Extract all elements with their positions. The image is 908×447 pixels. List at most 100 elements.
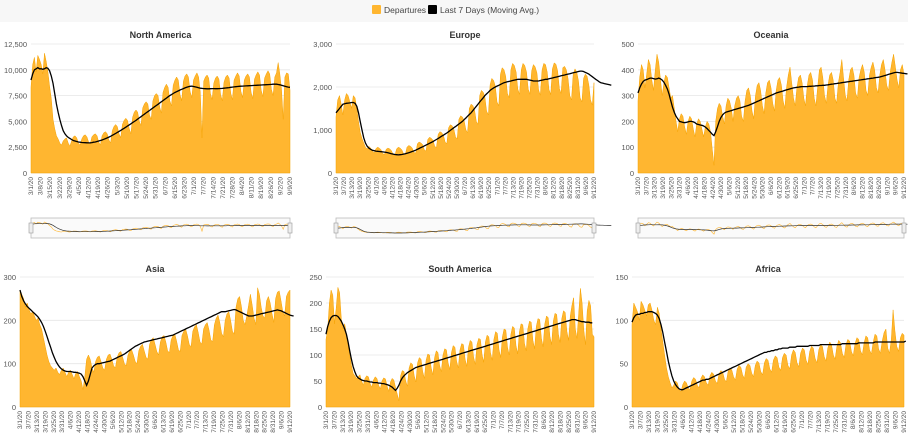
x-tick-label: 9/9/20 (287, 177, 294, 195)
x-tick-label: 4/30/20 (718, 177, 725, 199)
x-tick-label: 7/25/20 (220, 411, 227, 433)
y-tick-label: 0 (318, 403, 322, 412)
x-tick-label: 4/18/20 (702, 177, 709, 199)
x-tick-label: 3/13/20 (349, 177, 356, 199)
y-tick-label: 400 (621, 66, 634, 75)
x-tick-label: 3/31/20 (677, 177, 684, 199)
x-tick-label: 5/24/20 (440, 411, 447, 433)
x-tick-label: 5/30/20 (144, 411, 151, 433)
x-tick-label: 6/19/20 (785, 177, 792, 199)
x-tick-label: 6/15/20 (172, 177, 179, 199)
x-tick-label: 7/25/20 (835, 177, 842, 199)
x-tick-label: 3/19/20 (357, 177, 364, 199)
y-tick-label: 50 (314, 377, 322, 386)
x-tick-label: 7/1/20 (799, 411, 806, 429)
x-tick-label: 4/5/20 (76, 177, 83, 195)
x-tick-label: 6/7/20 (457, 411, 464, 429)
navigator-handle-left[interactable] (28, 222, 34, 234)
x-tick-label: 3/7/20 (331, 411, 338, 429)
x-tick-label: 5/18/20 (127, 411, 134, 433)
navigator-handle-right[interactable] (287, 222, 293, 234)
x-tick-label: 4/24/20 (706, 411, 713, 433)
x-tick-label: 5/6/20 (726, 177, 733, 195)
x-tick-label: 3/25/20 (357, 411, 364, 433)
x-tick-label: 4/12/20 (86, 177, 93, 199)
x-tick-label: 7/19/20 (518, 177, 525, 199)
navigator-frame (335, 217, 595, 239)
navigator-average-line (30, 223, 290, 233)
x-tick-label: 4/30/20 (714, 411, 721, 433)
x-tick-label: 4/12/20 (693, 177, 700, 199)
x-tick-label: 5/12/20 (118, 411, 125, 433)
navigator-handle-right[interactable] (591, 222, 597, 234)
x-tick-label: 7/19/20 (826, 177, 833, 199)
y-tick-label: 300 (3, 273, 16, 282)
y-tick-label: 200 (3, 316, 16, 325)
x-tick-label: 7/7/20 (810, 177, 817, 195)
x-tick-label: 9/2/20 (277, 177, 284, 195)
x-tick-label: 9/6/20 (583, 411, 590, 429)
chart-panel-north-america: North America 0 2,500 5,000 7,500 10,000 12,50… (4, 30, 294, 239)
chart-legend: Departures Last 7 Days (Moving Avg.) (0, 0, 908, 22)
x-tick-label: 8/6/20 (851, 177, 858, 195)
departures-area (631, 300, 905, 408)
x-tick-label: 5/12/20 (731, 411, 738, 433)
x-tick-label: 7/7/20 (808, 411, 815, 429)
x-tick-label: 4/12/20 (389, 177, 396, 199)
x-tick-label: 4/18/20 (85, 411, 92, 433)
y-tick-label: 100 (621, 143, 634, 152)
x-tick-label: 8/18/20 (558, 411, 565, 433)
x-tick-label: 6/25/20 (486, 177, 493, 199)
x-tick-label: 4/18/20 (697, 411, 704, 433)
x-tick-label: 8/12/20 (859, 177, 866, 199)
x-tick-label: 7/28/20 (229, 177, 236, 199)
x-tick-label: 5/24/20 (143, 177, 150, 199)
x-tick-label: 5/12/20 (735, 177, 742, 199)
x-tick-label: 3/1/20 (635, 177, 642, 195)
x-tick-label: 3/25/20 (668, 177, 675, 199)
range-navigator-north-america (28, 217, 293, 239)
x-tick-label: 3/7/20 (643, 177, 650, 195)
x-tick-label: 4/24/20 (93, 411, 100, 433)
x-tick-label: 8/12/20 (551, 177, 558, 199)
legend-moving-average-swatch (428, 5, 437, 14)
x-tick-label: 5/6/20 (422, 177, 429, 195)
legend-moving-average[interactable]: Last 7 Days (Moving Avg.) (428, 5, 539, 16)
x-tick-label: 7/19/20 (825, 411, 832, 433)
x-tick-label: 3/13/20 (652, 177, 659, 199)
range-navigator-oceania (635, 217, 908, 239)
x-tick-label: 6/13/20 (465, 411, 472, 433)
departures-area (19, 287, 291, 408)
navigator-handle-right[interactable] (901, 222, 907, 234)
x-tick-label: 3/25/20 (365, 177, 372, 199)
x-tick-label: 8/18/20 (867, 411, 874, 433)
x-tick-label: 5/6/20 (415, 411, 422, 429)
x-tick-label: 5/31/20 (153, 177, 160, 199)
y-tick-label: 0 (12, 403, 16, 412)
x-tick-label: 5/18/20 (432, 411, 439, 433)
chart-panel-oceania: Oceania 0 100 200 300 400 500 3/1/20 3/7/20 3/13/… (621, 30, 908, 239)
x-tick-label: 8/26/20 (876, 177, 883, 199)
y-tick-label: 150 (309, 325, 322, 334)
x-tick-label: 8/31/20 (884, 411, 891, 433)
x-tick-label: 7/25/20 (524, 411, 531, 433)
y-tick-label: 0 (630, 169, 634, 178)
navigator-handle-left[interactable] (333, 222, 339, 234)
x-tick-label: 7/25/20 (527, 177, 534, 199)
chart-title: Oceania (753, 30, 789, 40)
x-tick-label: 4/18/20 (390, 411, 397, 433)
x-tick-label: 7/13/20 (818, 177, 825, 199)
x-tick-label: 8/25/20 (566, 411, 573, 433)
navigator-average-line (335, 223, 612, 234)
x-tick-label: 3/1/20 (629, 411, 636, 429)
legend-departures[interactable]: Departures (372, 5, 426, 16)
x-tick-label: 4/6/20 (680, 411, 687, 429)
moving-average-line (325, 314, 593, 392)
x-tick-label: 3/25/20 (51, 411, 58, 433)
x-tick-label: 9/12/20 (287, 411, 294, 433)
x-tick-label: 7/7/20 (499, 411, 506, 429)
x-tick-label: 7/21/20 (220, 177, 227, 199)
navigator-handle-left[interactable] (635, 222, 641, 234)
x-tick-label: 4/18/20 (398, 177, 405, 199)
x-tick-label: 8/6/20 (850, 411, 857, 429)
